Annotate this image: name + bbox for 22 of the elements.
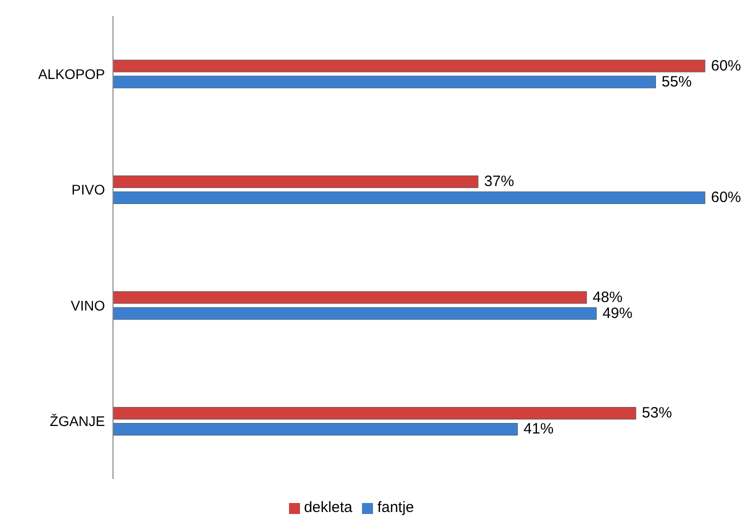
legend-label: dekleta: [304, 499, 352, 516]
data-label: 37%: [484, 173, 514, 190]
y-tick-label: PIVO: [72, 182, 106, 198]
bar: [112, 406, 636, 420]
y-tick-label: ŽGANJE: [50, 413, 105, 430]
bar: [112, 76, 656, 88]
bar: [112, 422, 518, 436]
y-tick-label: VINO: [70, 297, 106, 314]
bar: [112, 307, 597, 320]
data-label: 49%: [602, 304, 632, 322]
data-label: 48%: [592, 288, 623, 306]
data-label: 60%: [711, 189, 742, 206]
legend-label: fantje: [377, 499, 414, 516]
data-label: 53%: [642, 404, 672, 422]
bar: [112, 191, 706, 204]
data-label: 55%: [662, 73, 692, 90]
bar: [112, 175, 478, 188]
data-label: 60%: [711, 57, 742, 74]
data-label: 41%: [524, 420, 554, 438]
y-tick-label: ALKOPOP: [38, 66, 105, 82]
bar: [112, 60, 706, 72]
bar: [112, 291, 587, 304]
